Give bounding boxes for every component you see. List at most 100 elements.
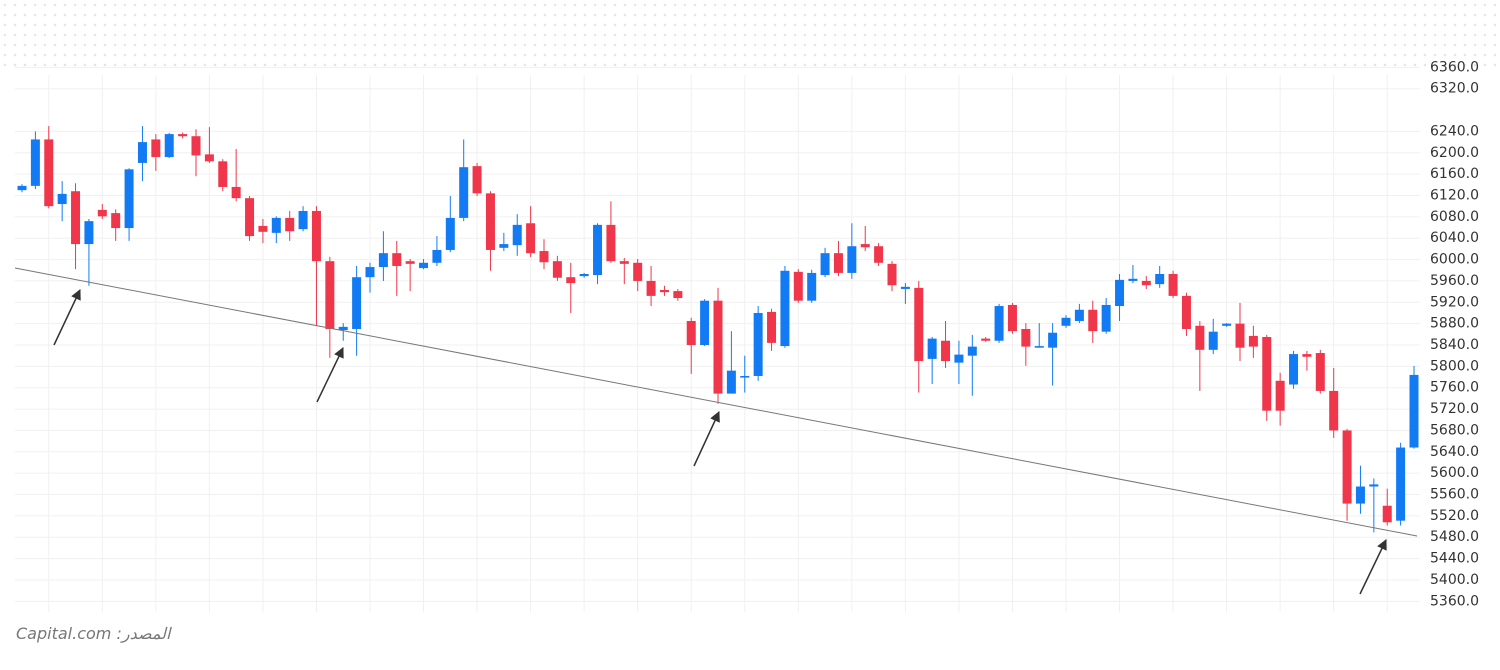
- y-tick-label: 6000.0: [1430, 252, 1479, 268]
- candle-body: [84, 221, 94, 245]
- arrow: [53, 289, 81, 346]
- y-tick-label: 6240.0: [1430, 123, 1479, 139]
- candle-body: [552, 261, 562, 278]
- y-tick-label: 5440.0: [1430, 551, 1479, 567]
- candle-body: [860, 244, 870, 248]
- candle-body: [352, 277, 362, 329]
- y-tick-label: 6120.0: [1430, 187, 1479, 203]
- candle-body: [499, 244, 509, 248]
- y-tick-label: 5800.0: [1430, 358, 1479, 374]
- candle-body: [1396, 447, 1406, 521]
- candle-body: [967, 346, 977, 356]
- candle-body: [472, 166, 482, 194]
- candle-body: [97, 209, 107, 217]
- y-tick-label: 6080.0: [1430, 209, 1479, 225]
- candle-body: [1168, 273, 1178, 296]
- candle-body: [753, 312, 763, 376]
- candle-body: [994, 306, 1004, 341]
- y-tick-label: 5720.0: [1430, 401, 1479, 417]
- candle-body: [245, 198, 255, 237]
- candle-body: [981, 338, 991, 341]
- candle-body: [1382, 505, 1392, 523]
- y-tick-label: 6320.0: [1430, 81, 1479, 97]
- candle-body: [378, 253, 388, 268]
- candle-body: [927, 338, 937, 359]
- candle-body: [191, 136, 201, 156]
- candle-body: [726, 370, 736, 394]
- y-tick-label: 5560.0: [1430, 487, 1479, 503]
- y-tick-label: 6360.0: [1430, 59, 1479, 75]
- candle-body: [44, 139, 54, 207]
- candle-body: [178, 134, 188, 137]
- candle-body: [700, 300, 710, 346]
- candle-body: [485, 193, 495, 250]
- candle-body: [1315, 353, 1325, 391]
- candle-body: [1275, 380, 1285, 411]
- candle-body: [405, 261, 415, 264]
- candle-body: [914, 287, 924, 362]
- candle-body: [338, 326, 348, 331]
- candle-body: [1088, 309, 1098, 332]
- y-tick-label: 5920.0: [1430, 294, 1479, 310]
- arrow: [316, 347, 344, 403]
- candle-body: [900, 286, 910, 289]
- candle-body: [1208, 331, 1218, 350]
- candle-body: [164, 134, 174, 158]
- candle-body: [579, 273, 589, 277]
- y-tick-label: 5360.0: [1430, 593, 1479, 609]
- candle-body: [325, 261, 335, 329]
- candle-body: [1115, 279, 1125, 307]
- candle-body: [539, 251, 549, 263]
- candle-body: [820, 253, 830, 276]
- candle-body: [1141, 280, 1151, 286]
- y-tick-label: 5880.0: [1430, 316, 1479, 332]
- candle-body: [793, 271, 803, 301]
- dotted-banner: [0, 0, 1500, 72]
- candle-body: [1061, 317, 1071, 326]
- candle-body: [1101, 304, 1111, 332]
- y-tick-label: 6040.0: [1430, 230, 1479, 246]
- candle-body: [1034, 346, 1044, 348]
- y-tick-label: 5760.0: [1430, 380, 1479, 396]
- candle-body: [311, 210, 321, 262]
- candle-body: [1248, 335, 1258, 347]
- arrow: [693, 411, 720, 467]
- y-tick-label: 5680.0: [1430, 422, 1479, 438]
- candle-body: [1222, 323, 1232, 326]
- candle-body: [512, 224, 522, 246]
- y-tick-label: 5640.0: [1430, 444, 1479, 460]
- candle-body: [767, 311, 777, 343]
- candle-body: [231, 186, 241, 199]
- candle-body: [30, 139, 40, 186]
- candles: [17, 126, 1419, 533]
- candle-body: [593, 224, 603, 276]
- candle-body: [740, 375, 750, 378]
- candle-body: [633, 262, 643, 281]
- candle-body: [780, 270, 790, 347]
- candle-body: [686, 320, 696, 346]
- y-tick-label: 5400.0: [1430, 572, 1479, 588]
- candle-body: [445, 217, 455, 250]
- candle-body: [1409, 374, 1419, 448]
- candle-body: [833, 253, 843, 273]
- candle-body: [1342, 430, 1352, 504]
- y-tick-label: 5600.0: [1430, 465, 1479, 481]
- candle-body: [111, 213, 121, 229]
- candle-body: [954, 354, 964, 363]
- candle-body: [1262, 337, 1272, 411]
- candle-body: [432, 249, 442, 263]
- candle-body: [1195, 325, 1205, 350]
- candle-body: [271, 217, 281, 233]
- source-note: المصدر: Capital.com: [16, 624, 171, 643]
- candle-body: [847, 246, 857, 273]
- candle-body: [1048, 332, 1058, 348]
- candle-body: [887, 263, 897, 286]
- candle-body: [285, 217, 295, 232]
- candle-body: [1074, 309, 1084, 321]
- candle-body: [1128, 278, 1138, 281]
- candle-body: [419, 262, 429, 269]
- candle-body: [1355, 486, 1365, 504]
- candle-body: [459, 167, 469, 218]
